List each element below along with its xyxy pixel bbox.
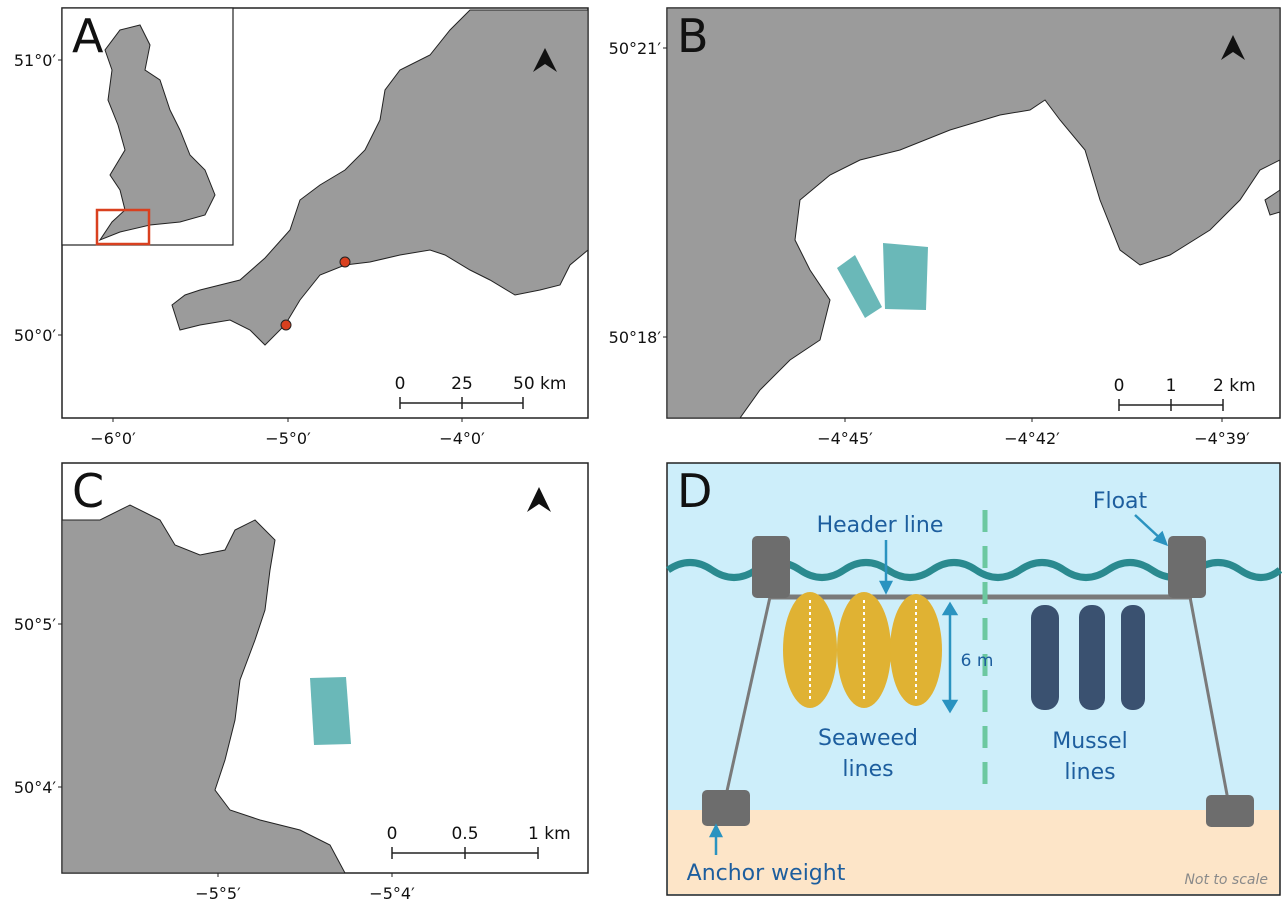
seaweed	[783, 592, 942, 708]
float	[752, 536, 790, 598]
panel-letter: D	[677, 464, 712, 518]
diagram-label: Mussel	[1052, 729, 1128, 754]
diagram-label: Float	[1093, 489, 1148, 514]
lat-label: 51°0′	[14, 51, 57, 70]
anchor	[1206, 795, 1254, 827]
scale-label: 0	[395, 374, 406, 394]
lon-label: −4°39′	[1194, 429, 1250, 448]
scale-label: 50 km	[513, 374, 566, 394]
lat-label: 50°0′	[14, 326, 57, 345]
farm-site	[883, 243, 928, 310]
anchor	[702, 790, 750, 826]
scale-label: 0.5	[451, 824, 478, 844]
scale-label: 0	[387, 824, 398, 844]
diagram-label: lines	[1064, 760, 1115, 785]
lat-label: 50°5′	[14, 615, 57, 634]
float	[1168, 536, 1206, 598]
scale-label: 1	[1166, 376, 1177, 396]
note: Not to scale	[1184, 872, 1268, 888]
lon-label: −4°0′	[439, 429, 485, 448]
farm-site	[310, 677, 351, 745]
lon-label: −4°42′	[1004, 429, 1060, 448]
scale-label: 0	[1114, 376, 1125, 396]
figure: A 51°0′ 50°0′ −6°0′ −5°0′ −4°0′ 0 25 50 km B 50°21…	[0, 0, 1282, 901]
scale-label: 25	[451, 374, 473, 394]
scale-label: 1 km	[528, 824, 571, 844]
scale-label: 2 km	[1213, 376, 1256, 396]
lat-label: 50°21′	[609, 39, 662, 58]
diagram-label: lines	[842, 757, 893, 782]
diagram-label: 6 m	[961, 651, 994, 671]
mussels	[1031, 605, 1145, 710]
lon-label: −6°0′	[90, 429, 136, 448]
lon-label: −5°5′	[195, 884, 241, 901]
lon-label: −5°0′	[265, 429, 311, 448]
site-marker	[340, 257, 350, 267]
lon-label: −4°45′	[817, 429, 873, 448]
diagram-label: Header line	[817, 513, 944, 538]
diagram-label: Anchor weight	[687, 861, 846, 886]
panel-letter: A	[72, 9, 104, 63]
site-marker	[281, 320, 291, 330]
panel-letter: C	[72, 464, 104, 518]
panel-letter: B	[677, 9, 709, 63]
lat-label: 50°18′	[609, 328, 662, 347]
diagram-label: Seaweed	[818, 726, 918, 751]
lat-label: 50°4′	[14, 778, 57, 797]
lon-label: −5°4′	[369, 884, 415, 901]
